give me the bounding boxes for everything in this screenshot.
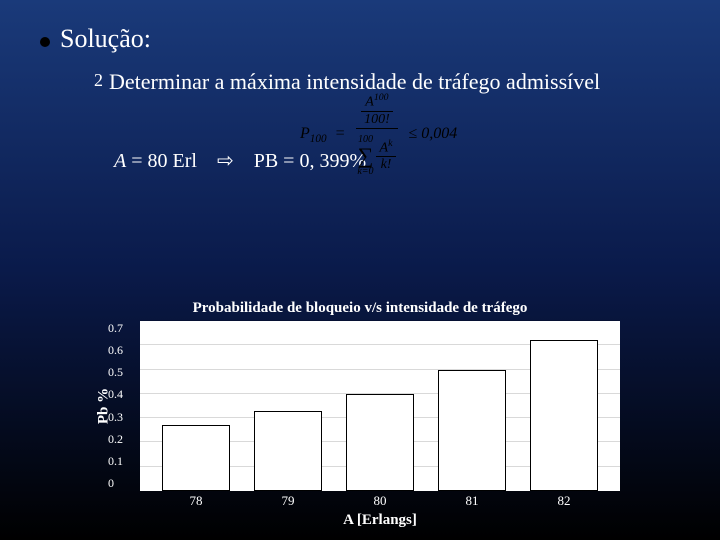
formula-den-div: k! (377, 157, 396, 173)
formula-den-A-sup: k (388, 138, 392, 149)
chart-yaxis: 0 0.1 0.2 0.3 0.4 0.5 0.6 0.7 (108, 321, 123, 491)
formula-eq: = (335, 125, 346, 142)
chart-xtick: 81 (438, 493, 506, 509)
arrow-icon: ⇨ (217, 150, 234, 172)
chart-bar (530, 340, 598, 491)
chart-ytick: 0.6 (108, 343, 123, 358)
chart-xtick: 78 (162, 493, 230, 509)
formula-compare: ≤ 0,004 (408, 125, 457, 142)
sigma-icon: ∑ (358, 145, 374, 167)
blocking-prob-chart: Probabilidade de bloqueio v/s intensidad… (80, 300, 640, 520)
chart-xtick: 79 (254, 493, 322, 509)
chart-xlabel: A [Erlangs] (140, 512, 620, 529)
chart-bar (254, 411, 322, 491)
bullet-dot (40, 37, 50, 47)
formula-num-div: 100! (360, 112, 394, 128)
result-var: A (114, 150, 126, 172)
formula-den-A: A (380, 140, 389, 155)
chart-plot: Pb % 00.10.20.30.40.50.60.7 7879808182 A… (140, 321, 620, 491)
chart-bar (346, 394, 414, 491)
formula-sum-bot: k=0 (357, 167, 373, 177)
formula-P-sub: 100 (310, 133, 327, 145)
chart-bar (438, 370, 506, 491)
chart-ytick: 0.7 (108, 321, 123, 336)
chart-bar (162, 425, 230, 491)
chart-title: Probabilidade de bloqueio v/s intensidad… (80, 300, 640, 317)
chart-ytick: 0.2 (108, 432, 123, 447)
chart-xaxis: 78 79 80 81 82 (140, 493, 620, 509)
slide-title: Solução: (60, 24, 151, 54)
chart-ytick: 0.1 (108, 454, 123, 469)
chart-ytick: 0.3 (108, 410, 123, 425)
chart-xtick: 82 (530, 493, 598, 509)
chart-xtick: 80 (346, 493, 414, 509)
formula-block: P100 = A100 100! 100 ∑ k=0 Ak k! ≤ 0, (300, 92, 457, 177)
chart-bars (140, 321, 620, 491)
chart-ytick: 0 (108, 476, 123, 491)
formula-main-fraction: A100 100! 100 ∑ k=0 Ak k! (353, 92, 400, 177)
chart-ytick: 0.5 (108, 365, 123, 380)
sub-bullet-marker: 2 (94, 70, 103, 91)
formula-num-A-sup: 100 (374, 92, 389, 103)
formula-P: P (300, 125, 310, 142)
result-lhs-rest: = 80 Erl (126, 150, 197, 172)
formula-num-A: A (365, 95, 374, 110)
chart-ytick: 0.4 (108, 387, 123, 402)
